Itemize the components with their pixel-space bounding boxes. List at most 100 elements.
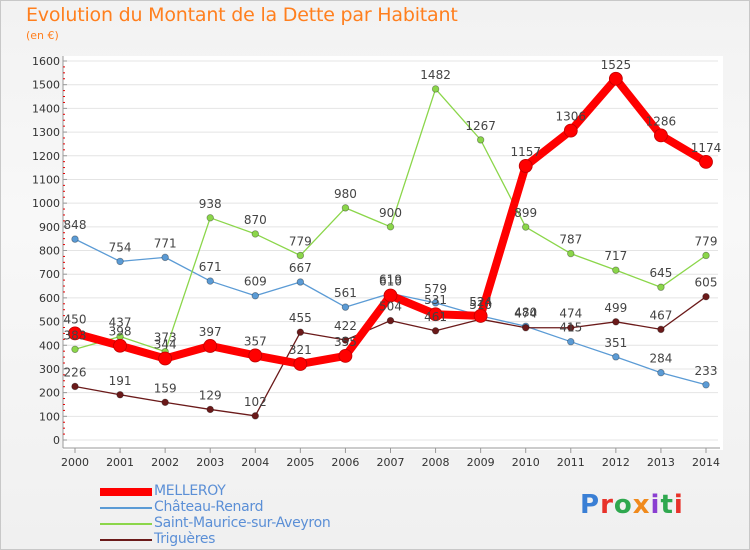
y-tick-label: 800 [39, 245, 60, 258]
y-tick-label: 1300 [32, 126, 60, 139]
data-point [428, 307, 443, 322]
data-point [431, 327, 440, 335]
data-label: 645 [649, 266, 672, 280]
data-point [608, 71, 623, 86]
data-label: 455 [289, 311, 312, 325]
data-label: 1286 [646, 114, 677, 128]
legend-label: MELLEROY [154, 483, 226, 499]
data-label: 619 [379, 272, 402, 286]
data-label: 609 [244, 275, 267, 289]
data-label: 980 [334, 187, 357, 201]
legend-swatch [100, 488, 152, 496]
data-label: 1174 [691, 141, 722, 155]
data-point [248, 348, 263, 363]
data-label: 422 [334, 319, 357, 333]
data-point [161, 398, 169, 407]
y-tick-label: 1000 [32, 197, 60, 210]
data-point [116, 391, 124, 399]
data-label: 499 [604, 301, 627, 315]
data-label: 159 [154, 381, 177, 395]
data-label: 771 [154, 236, 177, 250]
y-tick-label: 700 [39, 268, 60, 281]
data-label: 351 [604, 336, 627, 350]
x-tick-label: 2001 [106, 456, 134, 469]
data-point [158, 351, 173, 366]
data-point [567, 337, 575, 346]
x-tick-label: 2008 [422, 456, 450, 469]
data-label: 717 [604, 249, 627, 263]
data-point [431, 85, 440, 93]
data-point [161, 253, 169, 262]
data-point [702, 381, 710, 389]
data-label: 226 [64, 365, 87, 379]
data-label: 357 [244, 334, 267, 348]
data-point [293, 357, 308, 371]
data-label: 671 [199, 260, 222, 274]
data-label: 779 [695, 234, 718, 248]
x-tick-label: 2004 [241, 456, 269, 469]
legend-swatch [100, 507, 152, 509]
x-tick-label: 2003 [196, 456, 224, 469]
y-tick-label: 1600 [32, 55, 60, 68]
data-label: 191 [109, 374, 132, 388]
data-point [702, 251, 710, 260]
legend-swatch [100, 523, 152, 525]
data-point [296, 278, 305, 286]
chart-unit-label: (en €) [26, 29, 59, 42]
data-point [206, 405, 214, 414]
data-point [657, 325, 665, 334]
data-label: 450 [64, 312, 87, 326]
data-point [341, 303, 350, 311]
data-label: 344 [154, 338, 177, 352]
data-point [473, 308, 488, 323]
data-label: 1157 [510, 145, 541, 159]
x-tick-label: 2007 [377, 456, 405, 469]
y-tick-label: 500 [39, 316, 60, 329]
data-point [341, 204, 350, 212]
data-label: 531 [424, 293, 447, 307]
data-label: 787 [559, 233, 582, 247]
data-label: 1525 [601, 58, 632, 72]
data-point [567, 249, 575, 258]
data-label: 415 [559, 321, 582, 335]
y-tick-label: 0 [53, 434, 60, 447]
data-label: 561 [334, 286, 357, 300]
data-point [113, 338, 127, 353]
data-point [612, 353, 620, 361]
data-label: 373 [154, 331, 177, 345]
data-point [476, 136, 485, 144]
legend-label: Château-Renard [154, 499, 264, 515]
data-label: 397 [199, 325, 222, 339]
data-point [251, 292, 259, 300]
data-label: 754 [109, 240, 132, 254]
data-label: 870 [244, 213, 267, 227]
data-label: 383 [64, 328, 87, 342]
data-label: 284 [649, 352, 672, 366]
data-label: 938 [199, 197, 222, 211]
data-label: 467 [649, 308, 672, 322]
data-point [68, 326, 82, 341]
data-label: 102 [244, 395, 267, 409]
y-tick-label: 100 [39, 410, 60, 423]
data-label: 1306 [556, 110, 587, 124]
y-tick-label: 900 [39, 221, 60, 234]
y-tick-label: 1100 [32, 173, 60, 186]
data-point [522, 223, 530, 231]
data-point [657, 369, 665, 377]
data-point [296, 328, 305, 336]
x-tick-label: 2002 [151, 456, 179, 469]
data-label: 355 [334, 335, 357, 349]
data-point [251, 412, 259, 420]
data-label: 779 [289, 234, 312, 248]
data-point [567, 324, 575, 332]
plot-area [63, 56, 723, 450]
data-label: 900 [379, 206, 402, 220]
x-tick-label: 2005 [286, 456, 314, 469]
data-label: 398 [109, 325, 132, 339]
legend-label: Triguères [154, 531, 216, 547]
data-label: 437 [109, 315, 132, 329]
data-point [612, 318, 620, 326]
data-point [206, 214, 214, 222]
x-tick-label: 2013 [647, 456, 675, 469]
